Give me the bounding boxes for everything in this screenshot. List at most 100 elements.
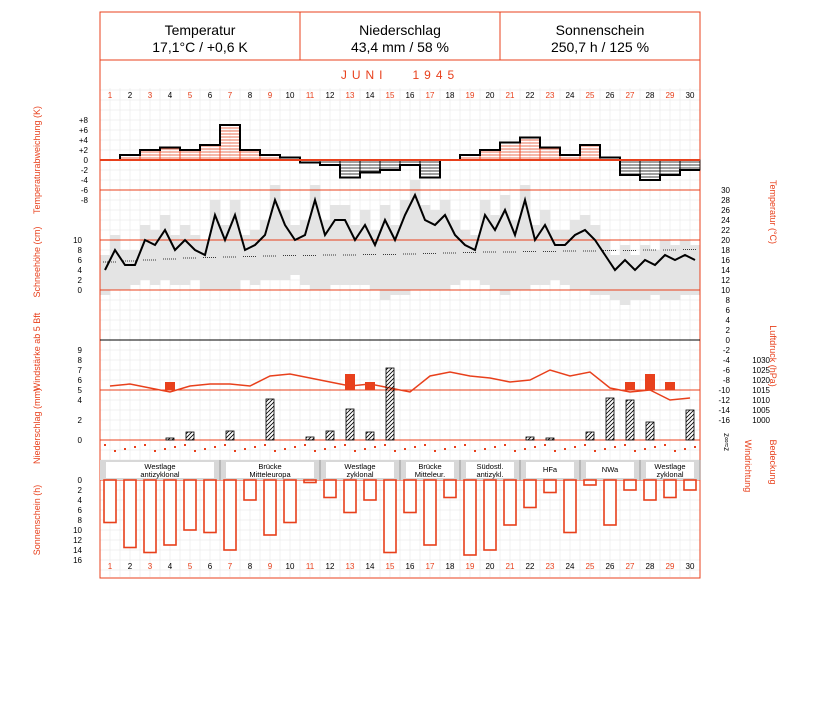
wind-dir-dot bbox=[474, 450, 476, 452]
weather-type-label: antizykl. bbox=[476, 470, 503, 479]
header-temperature: Temperatur 17,1°C / +0,6 K bbox=[100, 12, 300, 60]
weather-type-label-bg bbox=[466, 462, 514, 478]
day-label-bottom: 12 bbox=[326, 562, 335, 571]
temp-band bbox=[530, 225, 541, 285]
wind-dir-dot bbox=[114, 450, 116, 452]
ylabel-wind: Windstärke ab 5 Bft bbox=[32, 312, 42, 391]
temp-band bbox=[400, 200, 411, 295]
tick-anomaly: -6 bbox=[81, 186, 89, 195]
precip-bar bbox=[585, 431, 595, 441]
wind-dir-dot bbox=[574, 446, 576, 448]
temp-band bbox=[640, 245, 651, 300]
precip-bar bbox=[185, 431, 195, 441]
tick-wind: 6 bbox=[78, 376, 83, 385]
wind-block bbox=[165, 382, 175, 390]
weather-type-label-bg bbox=[106, 462, 214, 478]
wind-dir-dot bbox=[284, 448, 286, 450]
wind-dir-dot bbox=[424, 444, 426, 446]
header-sunshine: Sonnenschein 250,7 h / 125 % bbox=[500, 12, 700, 60]
temp-band bbox=[170, 235, 181, 285]
ylabel-temp-anomaly: Temperaturabweichung (K) bbox=[32, 106, 42, 214]
temp-band bbox=[680, 240, 691, 295]
tick-wind: 5 bbox=[78, 386, 83, 395]
temp-band bbox=[230, 200, 241, 290]
sunshine-bar bbox=[223, 479, 237, 551]
wind-dir-dot bbox=[244, 448, 246, 450]
wind-dir-dot bbox=[524, 448, 526, 450]
day-label-bottom: 13 bbox=[346, 562, 355, 571]
tick-pressure: 1000 bbox=[752, 416, 770, 425]
temp-band bbox=[210, 200, 221, 290]
wind-dir-dot bbox=[444, 448, 446, 450]
wind-dir-dot bbox=[354, 450, 356, 452]
wind-block bbox=[665, 382, 675, 390]
wind-block bbox=[625, 382, 635, 390]
wind-dir-dot bbox=[664, 444, 666, 446]
header-frame bbox=[99, 11, 701, 61]
temp-band bbox=[450, 220, 461, 285]
tick-anomaly: -8 bbox=[81, 196, 89, 205]
day-label-top: 13 bbox=[346, 91, 355, 100]
tick-temperature: 18 bbox=[721, 246, 730, 255]
tick-pressure: 1030 bbox=[752, 356, 770, 365]
temp-band bbox=[690, 245, 701, 295]
day-label-bottom: 14 bbox=[366, 562, 375, 571]
wind-dir-dot bbox=[454, 446, 456, 448]
temp-band bbox=[510, 220, 521, 290]
precip-bar bbox=[685, 409, 695, 441]
temp-band bbox=[280, 210, 291, 280]
ylabel-wind-dir: Windrichtung bbox=[743, 440, 753, 493]
tick-pressure: 1025 bbox=[752, 366, 770, 375]
tick-temperature: 26 bbox=[721, 206, 730, 215]
sunshine-bar bbox=[143, 479, 157, 554]
tick-sunshine: 4 bbox=[78, 496, 83, 505]
tick-temperature: 6 bbox=[726, 306, 731, 315]
wind-dir-dot bbox=[414, 446, 416, 448]
wind-dir-dot bbox=[464, 444, 466, 446]
tick-temperature: 20 bbox=[721, 236, 730, 245]
weather-type-label-bg bbox=[526, 462, 574, 478]
sunshine-bar bbox=[263, 479, 277, 536]
weather-type-label: NWa bbox=[602, 465, 619, 474]
sunshine-bar bbox=[243, 479, 257, 501]
temp-band bbox=[310, 185, 321, 290]
tick-temperature: 8 bbox=[726, 296, 731, 305]
precip-bar bbox=[605, 397, 615, 441]
day-label-top: 24 bbox=[566, 91, 575, 100]
temp-band bbox=[470, 235, 481, 280]
temp-band bbox=[180, 225, 191, 285]
wind-dir-dot bbox=[234, 450, 236, 452]
precip-bar bbox=[625, 399, 635, 441]
sunshine-bar bbox=[503, 479, 517, 526]
weather-type-label-bg bbox=[326, 462, 394, 478]
sunshine-bar bbox=[523, 479, 537, 509]
temp-band bbox=[580, 215, 591, 290]
tick-temperature: 14 bbox=[721, 266, 730, 275]
wind-dir-dot bbox=[254, 446, 256, 448]
ylabel-cloud: Bedeckung bbox=[768, 439, 778, 484]
sunshine-bar bbox=[323, 479, 337, 499]
wind-dir-dot bbox=[374, 446, 376, 448]
wind-dir-dot bbox=[174, 446, 176, 448]
wind-dir-dot bbox=[124, 448, 126, 450]
weather-type-label: Brücke bbox=[258, 462, 281, 471]
day-label-bottom: 19 bbox=[466, 562, 475, 571]
tick-temperature: -8 bbox=[723, 376, 731, 385]
temp-band bbox=[410, 180, 421, 290]
tick-snow: 10 bbox=[73, 236, 82, 245]
tick-temperature: -4 bbox=[723, 356, 731, 365]
day-label-top: 15 bbox=[386, 91, 395, 100]
day-label-bottom: 29 bbox=[666, 562, 675, 571]
temp-band bbox=[520, 185, 531, 290]
wind-dir-dot bbox=[544, 444, 546, 446]
wind-block bbox=[365, 382, 375, 390]
temp-band bbox=[250, 230, 261, 285]
tick-anomaly: -4 bbox=[81, 176, 89, 185]
day-label-top: 28 bbox=[646, 91, 655, 100]
tick-temperature: -6 bbox=[723, 366, 731, 375]
wind-dir-dot bbox=[194, 450, 196, 452]
temp-band bbox=[650, 250, 661, 295]
day-label-bottom: 1 bbox=[108, 562, 113, 571]
tick-sunshine: 16 bbox=[73, 556, 82, 565]
wind-dir-dot bbox=[384, 444, 386, 446]
